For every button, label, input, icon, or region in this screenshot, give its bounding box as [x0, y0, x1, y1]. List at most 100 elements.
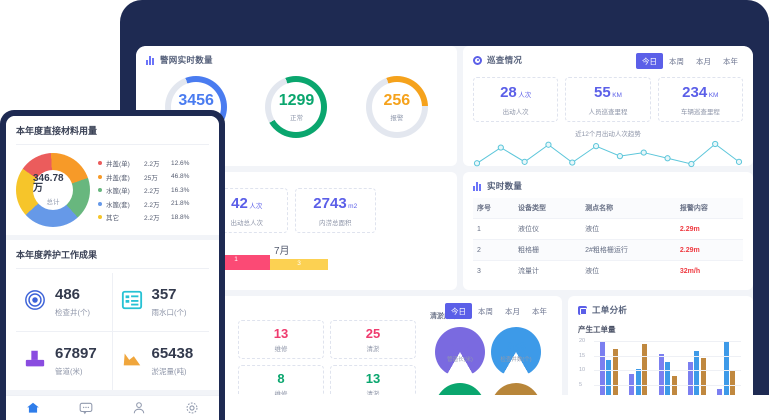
item-value: 357: [151, 286, 177, 303]
phone-bottom-nav[interactable]: 首页数据监测个人中心设置: [6, 395, 219, 420]
bar-1-0[interactable]: [606, 360, 612, 395]
stat-unit: 人次: [249, 203, 263, 210]
table-header-row: 序号 设备类型 测点名称 报警内容: [473, 198, 743, 219]
alarm-ring-2: 256 报警: [365, 76, 428, 138]
stat-value: 2743: [313, 195, 347, 212]
bar-chart-icon: [146, 55, 155, 65]
patrol-period-tabs[interactable]: 今日 本周 本月 本年: [636, 53, 744, 69]
stat-unit: 人次: [518, 92, 532, 99]
alarm-table: 序号 设备类型 测点名称 报警内容 1 液位仪 液位 2.29m 2 粗格栅 2#粗格栅运行 2.2…: [473, 198, 743, 281]
stat-label: 人员巡查里程: [588, 108, 628, 116]
gauge-2: [141, 301, 485, 395]
legend-name: 井盖(单): [106, 161, 130, 168]
bar-1-2[interactable]: [665, 361, 671, 395]
table-cell-0: 2: [473, 239, 515, 261]
flood-stat-group: 42 人次 出动总人次 2743 m2 内涝总面积: [206, 188, 376, 233]
ops-tab-1[interactable]: 本周: [478, 306, 493, 316]
maintenance-item-3[interactable]: 65438 淤泥量(吨): [113, 332, 210, 390]
patrol-tab-2[interactable]: 本月: [696, 56, 711, 66]
maintenance-card-title: 本年度养护工作成果: [16, 248, 209, 269]
workorder-header: 工单分析: [578, 304, 743, 316]
gauge-0: 468 管道长(米): [141, 301, 485, 377]
bar-2-3[interactable]: [700, 357, 706, 395]
bar-1-4[interactable]: [723, 341, 729, 395]
maintenance-item-1[interactable]: 357 雨水口(个): [112, 273, 209, 332]
maintenance-item-2[interactable]: 67897 管道(米): [16, 332, 113, 390]
bar-2-1[interactable]: [642, 344, 648, 395]
nav-item-2[interactable]: 个人中心: [113, 401, 166, 420]
bar-2-4[interactable]: [730, 369, 736, 395]
table-row[interactable]: 2 粗格栅 2#粗格栅运行 2.29m: [473, 239, 743, 261]
legend-name: 井盖(套): [106, 174, 130, 182]
legend-dot: [98, 201, 102, 206]
table-cell-1: 液位仪: [514, 218, 582, 240]
bar-2-2[interactable]: [671, 376, 677, 395]
ops-period-tabs[interactable]: 今日 本周 本月 本年: [445, 303, 553, 319]
legend-name: 水篦(套): [106, 201, 130, 209]
item-label: 淤泥量(吨): [151, 367, 187, 376]
cleanup-gauge-group: 468 管道长(米) 368 检查井数(个): [141, 301, 546, 395]
table-cell-2: 液位: [581, 218, 676, 240]
person-icon: [132, 401, 146, 420]
item-label: 管道(米): [55, 367, 83, 376]
ring-value: 1299: [278, 91, 315, 109]
ops-cell-0-1[interactable]: 13 维修: [238, 320, 324, 359]
manhole-icon: [24, 289, 46, 316]
bar-group-3: [682, 341, 711, 395]
ops-tab-3[interactable]: 本年: [532, 306, 547, 316]
alarm-detail-card: 实时数量 序号 设备类型 测点名称 报警内容 1 液位仪 液位 2.29m 2 粗格栅 2#粗格栅…: [463, 172, 753, 290]
legend-percent: 46.8%: [171, 173, 190, 180]
bar-group-1: [623, 341, 652, 395]
patrol-stat-1: 55 KM 人员巡查里程: [565, 77, 651, 122]
gridline: 20: [579, 338, 741, 344]
flood-stat-1: 2743 m2 内涝总面积: [294, 188, 376, 233]
ring-label: 正常: [289, 114, 303, 122]
bar-1-1[interactable]: [635, 368, 641, 395]
table-cell-2: 2#粗格栅运行: [581, 239, 676, 261]
ops-value: 8: [277, 371, 285, 386]
patrol-trend-line-chart: [473, 139, 743, 169]
bar-0-2[interactable]: [658, 353, 664, 395]
legend-dot: [98, 174, 102, 179]
bar-chart-icon: [473, 181, 482, 191]
table-cell-0: 3: [473, 260, 515, 281]
home-icon: [26, 401, 40, 420]
ops-cell-0-2[interactable]: 25 清淤: [330, 320, 416, 359]
workorder-bar-chart: 20151050 1月2月3月4月5月: [578, 338, 743, 395]
ops-tab-2[interactable]: 本月: [505, 306, 520, 316]
stat-unit: m2: [348, 203, 358, 210]
tablet-row-bottom: 今日 本周 本月 本年 13 维修 25 清淤 8 维修 13 清淤 清淤成果 468 管道长(米) 3…: [136, 296, 753, 395]
maintenance-grid: 486 检查井(个) 357 雨水口(个) 67897 管道(米) 65438 淤泥量(吨): [16, 273, 209, 390]
bar-1-3[interactable]: [694, 350, 700, 395]
patrol-tab-3[interactable]: 本年: [723, 56, 738, 66]
patrol-stat-2: 234 KM 车辆巡查里程: [657, 77, 743, 122]
maintenance-item-0[interactable]: 486 检查井(个): [16, 273, 113, 332]
bar-0-4[interactable]: [717, 389, 723, 395]
table-row[interactable]: 1 液位仪 液位 2.29m: [473, 218, 743, 240]
y-tick-label: 15: [579, 352, 586, 359]
alarm-table-title: 实时数量: [487, 181, 523, 191]
bar-0-3[interactable]: [687, 361, 693, 395]
bar-2-0[interactable]: [612, 349, 618, 395]
cleanup-title: 清淤成果: [430, 313, 458, 320]
item-value: 67897: [55, 345, 97, 362]
ops-cell-1-2[interactable]: 13 清淤: [330, 365, 416, 395]
month-bar-2[interactable]: 7月 3: [270, 246, 328, 270]
patrol-tab-1[interactable]: 本周: [669, 56, 684, 66]
bar-0-0[interactable]: [599, 341, 605, 395]
item-value: 486: [55, 286, 81, 303]
patrol-tab-0[interactable]: 今日: [636, 53, 663, 69]
legend-item-1: 井盖(套) 25万 46.8%: [98, 172, 209, 182]
patrol-card-header: 巡查情况: [473, 54, 743, 66]
month-rank: 3: [297, 260, 301, 267]
donut-center: 346.78万 总计: [33, 170, 73, 210]
table-row[interactable]: 3 流量计 液位 32m/h: [473, 260, 743, 281]
nav-item-0[interactable]: 首页: [6, 401, 59, 420]
patrol-stat-group: 28 人次 出动人次 55 KM 人员巡查里程 234 KM 车辆巡查里程: [473, 77, 743, 122]
ops-cell-1-1[interactable]: 8 维修: [238, 365, 324, 395]
ops-tab-0[interactable]: 今日: [445, 303, 472, 319]
nav-item-3[interactable]: 设置: [166, 401, 219, 420]
month-label: 7月: [274, 245, 290, 257]
nav-item-1[interactable]: 数据监测: [59, 401, 112, 420]
gauge-3: [141, 301, 541, 395]
